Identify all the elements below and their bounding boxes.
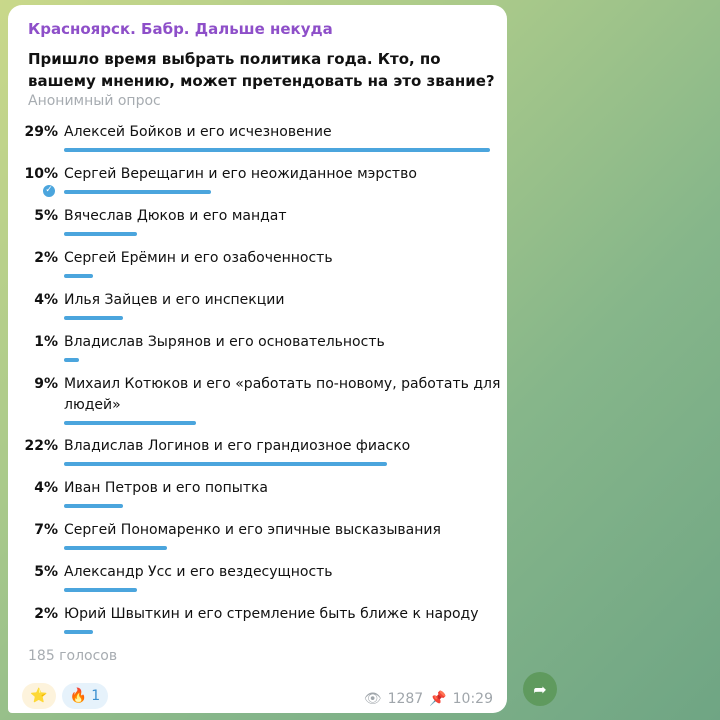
option-label: Юрий Швыткин и его стремление быть ближе… (64, 606, 479, 622)
option-label: Владислав Зырянов и его основательность (64, 334, 385, 350)
option-label: Сергей Пономаренко и его эпичные высказы… (64, 522, 441, 538)
message-time: 10:29 (452, 691, 493, 707)
option-bar (64, 421, 197, 425)
star-icon: ⭐ (30, 688, 48, 704)
option-percent: 22% (24, 438, 58, 454)
option-bar (64, 358, 79, 362)
reaction-fire[interactable]: 🔥 1 (62, 683, 108, 709)
option-label: Владислав Логинов и его грандиозное фиас… (64, 438, 411, 454)
option-percent: 5% (34, 564, 58, 580)
option-bar (64, 462, 388, 466)
option-label: Сергей Ерёмин и его озабоченность (64, 250, 333, 266)
option-percent: 4% (34, 480, 58, 496)
option-label: Сергей Верещагин и его неожиданное мэрст… (64, 166, 417, 182)
poll-question: Пришло время выбрать политика года. Кто,… (28, 50, 495, 90)
option-label: Михаил Котюков и его «работать по-новому… (64, 376, 501, 413)
option-percent: 10% (24, 166, 58, 182)
option-percent: 2% (34, 606, 58, 622)
share-button[interactable]: ➦ (523, 672, 557, 706)
option-bar (64, 148, 490, 152)
option-bar (64, 316, 123, 320)
pin-icon: 📌 (429, 691, 447, 707)
option-label: Александр Усс и его вездесущность (64, 564, 333, 580)
option-percent: 4% (34, 292, 58, 308)
option-percent: 29% (24, 124, 58, 140)
reaction-count: 1 (91, 688, 101, 704)
option-percent: 1% (34, 334, 58, 350)
reaction-star[interactable]: ⭐ (22, 683, 56, 709)
view-count: 1287 (387, 691, 424, 707)
vote-count[interactable]: 185 голосов (28, 648, 118, 664)
option-percent: 5% (34, 208, 58, 224)
poll-message: Красноярск. Бабр. Дальше некуда Пришло в… (8, 5, 507, 713)
option-bar (64, 190, 211, 194)
option-label: Вячеслав Дюков и его мандат (64, 208, 287, 224)
channel-name[interactable]: Красноярск. Бабр. Дальше некуда (28, 20, 333, 38)
option-bar (64, 630, 94, 634)
option-label: Илья Зайцев и его инспекции (64, 292, 285, 308)
share-icon: ➦ (533, 679, 547, 699)
option-bar (64, 588, 138, 592)
option-bar (64, 274, 94, 278)
eye-icon: 👁 (363, 691, 382, 707)
option-percent: 2% (34, 250, 58, 266)
option-percent: 7% (34, 522, 58, 538)
poll-type: Анонимный опрос (28, 93, 161, 109)
fire-icon: 🔥 (69, 688, 88, 704)
option-bar (64, 232, 138, 236)
option-bar (64, 546, 167, 550)
option-percent: 9% (34, 376, 58, 392)
option-label: Алексей Бойков и его исчезновение (64, 124, 332, 140)
option-label: Иван Петров и его попытка (64, 480, 269, 496)
message-meta: 👁 1287 📌 10:29 (364, 691, 493, 707)
check-icon: ✓ (42, 184, 56, 198)
option-bar (64, 504, 123, 508)
